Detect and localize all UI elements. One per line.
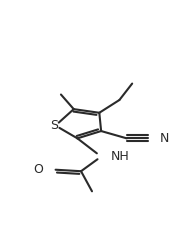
Text: NH: NH <box>110 150 129 163</box>
Text: N: N <box>160 132 169 145</box>
Text: S: S <box>50 119 58 132</box>
Text: O: O <box>33 163 43 176</box>
